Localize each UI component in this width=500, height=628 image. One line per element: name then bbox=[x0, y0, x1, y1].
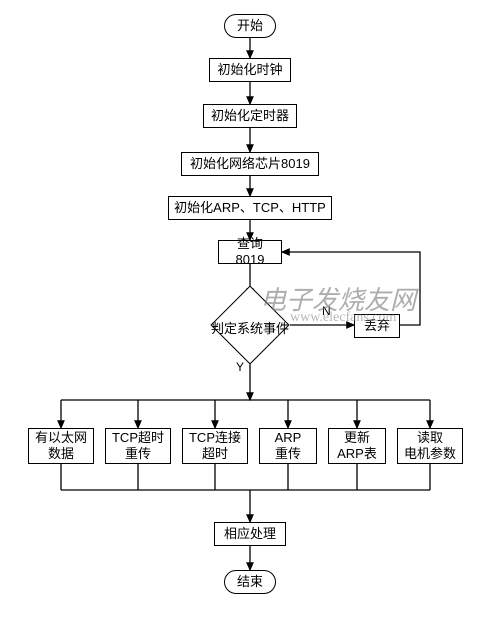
branch-arp-retrans-label: ARP 重传 bbox=[275, 430, 302, 461]
start-node: 开始 bbox=[224, 14, 276, 38]
init-net-label: 初始化网络芯片8019 bbox=[190, 156, 310, 172]
query-node: 查询8019 bbox=[218, 240, 282, 264]
end-node: 结束 bbox=[224, 570, 276, 594]
init-clock-label: 初始化时钟 bbox=[217, 62, 282, 78]
branch-ethernet-node: 有以太网 数据 bbox=[28, 428, 94, 464]
branch-arp-table-node: 更新 ARP表 bbox=[328, 428, 386, 464]
watermark-sub: www.elecfans.com bbox=[290, 310, 396, 326]
branch-tcp-timeout-node: TCP超时 重传 bbox=[105, 428, 171, 464]
init-proto-node: 初始化ARP、TCP、HTTP bbox=[168, 196, 332, 220]
branch-arp-retrans-node: ARP 重传 bbox=[259, 428, 317, 464]
init-proto-label: 初始化ARP、TCP、HTTP bbox=[174, 200, 326, 216]
branch-ethernet-label: 有以太网 数据 bbox=[35, 430, 87, 461]
init-net-node: 初始化网络芯片8019 bbox=[181, 152, 319, 176]
branch-tcp-conn-label: TCP连接 超时 bbox=[189, 430, 241, 461]
init-timer-label: 初始化定时器 bbox=[211, 108, 289, 124]
process-node: 相应处理 bbox=[214, 522, 286, 546]
yes-label: Y bbox=[236, 360, 244, 374]
branch-tcp-conn-node: TCP连接 超时 bbox=[182, 428, 248, 464]
init-timer-node: 初始化定时器 bbox=[203, 104, 297, 128]
init-clock-node: 初始化时钟 bbox=[209, 58, 291, 82]
process-label: 相应处理 bbox=[224, 526, 276, 542]
start-label: 开始 bbox=[237, 18, 263, 34]
branch-motor-label: 读取 电机参数 bbox=[404, 430, 456, 461]
decision-label: 判定系统事件 bbox=[210, 318, 290, 337]
branch-tcp-timeout-label: TCP超时 重传 bbox=[112, 430, 164, 461]
branch-motor-node: 读取 电机参数 bbox=[397, 428, 463, 464]
query-label: 查询8019 bbox=[223, 236, 277, 267]
flowchart-canvas: 开始 初始化时钟 初始化定时器 初始化网络芯片8019 初始化ARP、TCP、H… bbox=[0, 0, 500, 628]
end-label: 结束 bbox=[237, 574, 263, 590]
branch-arp-table-label: 更新 ARP表 bbox=[337, 430, 377, 461]
